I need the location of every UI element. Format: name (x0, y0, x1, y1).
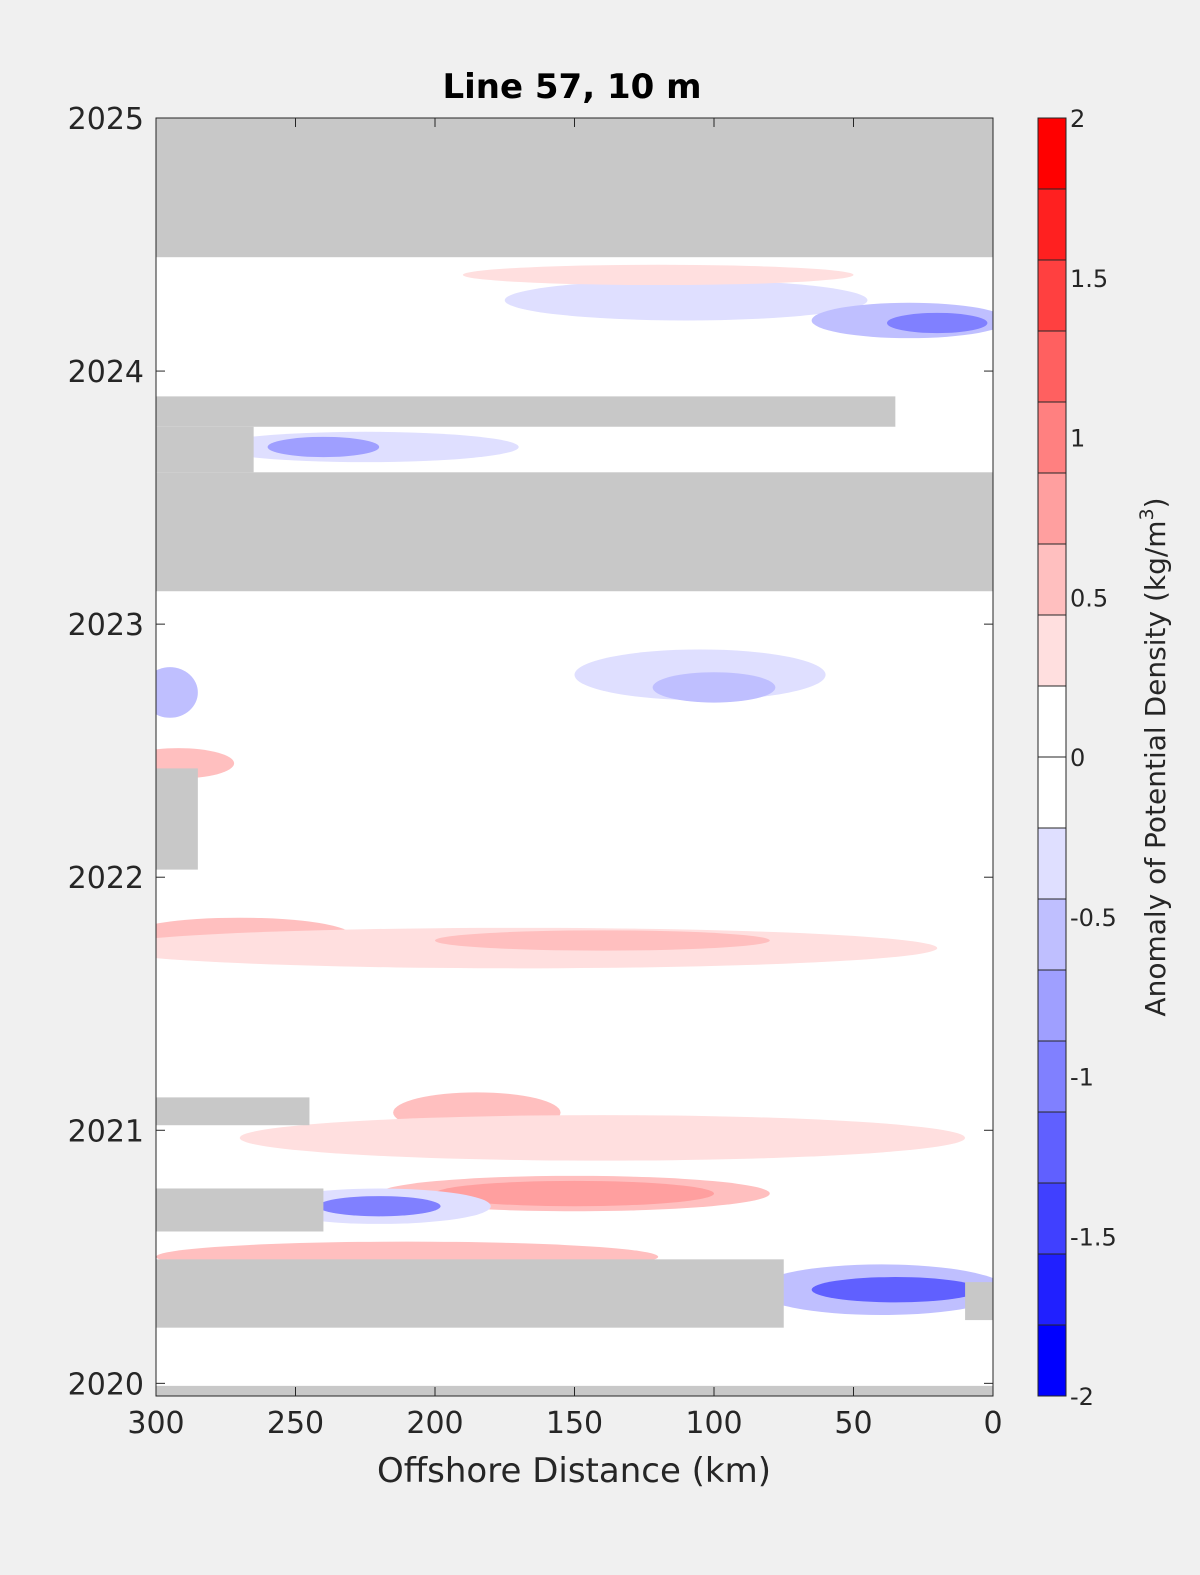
colorbar-cell (1038, 1041, 1066, 1113)
chart-title: Line 57, 10 m (442, 67, 701, 107)
missing-data-band-4 (156, 768, 198, 870)
anomaly-region-10 (652, 672, 776, 703)
colorbar-cell (1038, 402, 1066, 474)
colorbar-cell (1038, 970, 1066, 1042)
plot-frame (155, 117, 994, 1397)
missing-data-band-2 (156, 396, 896, 427)
missing-data-band-3 (156, 426, 254, 473)
colorbar-tick-label: 1.5 (1070, 265, 1108, 293)
colorbar-tick-label: -1 (1070, 1064, 1094, 1092)
anomaly-region-21 (435, 1180, 714, 1207)
colorbar-tick-label: -0.5 (1070, 904, 1117, 932)
y-axis-tick-labels: 2020 2021 2022 2023 2024 2025 (68, 102, 144, 1402)
anomaly-region-7 (267, 436, 380, 458)
x-tick-label: 250 (267, 1406, 324, 1441)
x-tick-label: 100 (685, 1406, 742, 1441)
missing-data-band-8 (965, 1282, 993, 1321)
anomaly-region-1 (156, 295, 352, 346)
plot-area (155, 117, 994, 1397)
anomaly-region-16 (435, 930, 770, 951)
anomaly-region-12 (156, 667, 198, 718)
y-tick-label: 2021 (68, 1114, 144, 1149)
colorbar-cell (1038, 899, 1066, 971)
colorbar-ticks: 2 1.5 1 0.5 0 -0.5 -1 -1.5 -2 (1070, 105, 1117, 1411)
colorbar-cell (1038, 118, 1066, 190)
anomaly-region-13 (658, 773, 882, 804)
colorbar-tick-label: 0.5 (1070, 584, 1108, 612)
missing-data-layer (156, 118, 993, 1396)
contour-layer (156, 264, 993, 1316)
missing-data-band-6 (156, 1188, 324, 1232)
x-tick-label: 0 (983, 1406, 1002, 1441)
colorbar-cell (1038, 260, 1066, 332)
x-tick-label: 300 (127, 1406, 184, 1441)
y-tick-label: 2025 (68, 102, 144, 137)
colorbar: 2 1.5 1 0.5 0 -0.5 -1 -1.5 -2 Anomaly of Potenti… (1037, 105, 1172, 1411)
colorbar-tick-label: -1.5 (1070, 1223, 1117, 1251)
missing-data-band-0 (156, 118, 993, 258)
colorbar-label: Anomaly of Potential Density (kg/m3) (1136, 497, 1172, 1016)
y-tick-label: 2022 (68, 861, 144, 896)
colorbar-tick-label: 0 (1070, 744, 1085, 772)
x-axis-label: Offshore Distance (km) (377, 1451, 771, 1491)
colorbar-cell (1038, 757, 1066, 829)
x-tick-label: 50 (834, 1406, 872, 1441)
colorbar-cell (1038, 615, 1066, 687)
anomaly-region-4 (886, 312, 988, 334)
x-tick-label: 200 (406, 1406, 463, 1441)
missing-data-band-7 (156, 1259, 784, 1328)
missing-data-band-1 (156, 472, 993, 592)
colorbar-cell (1038, 828, 1066, 900)
missing-data-band-5 (156, 1097, 310, 1126)
colorbar-frame (1037, 117, 1067, 1397)
colorbar-cell (1038, 331, 1066, 403)
y-tick-label: 2023 (68, 608, 144, 643)
colorbar-tick-label: 1 (1070, 425, 1085, 453)
x-tick-label: 150 (546, 1406, 603, 1441)
colorbar-cell (1038, 1112, 1066, 1184)
anomaly-region-5 (462, 264, 854, 286)
colorbar-tick-label: -2 (1070, 1383, 1094, 1411)
colorbar-cell (1038, 1183, 1066, 1255)
y-tick-label: 2024 (68, 355, 144, 390)
colorbar-tick-label: 2 (1070, 105, 1085, 133)
colorbar-cell (1038, 473, 1066, 545)
colorbar-cell (1038, 544, 1066, 616)
anomaly-region-23 (317, 1196, 441, 1217)
y-tick-label: 2020 (68, 1367, 144, 1402)
anomaly-region-2 (504, 279, 868, 321)
anomaly-region-19 (239, 1115, 966, 1161)
anomaly-region-26 (811, 1277, 980, 1303)
colorbar-cells (1038, 118, 1066, 1397)
colorbar-cell (1038, 1325, 1066, 1397)
colorbar-cell (1038, 686, 1066, 758)
colorbar-cell (1038, 1254, 1066, 1326)
x-axis-tick-labels: 300 250 200 150 100 50 0 (127, 1406, 1002, 1441)
anomaly-region-17 (421, 1041, 561, 1068)
colorbar-cell (1038, 189, 1066, 261)
